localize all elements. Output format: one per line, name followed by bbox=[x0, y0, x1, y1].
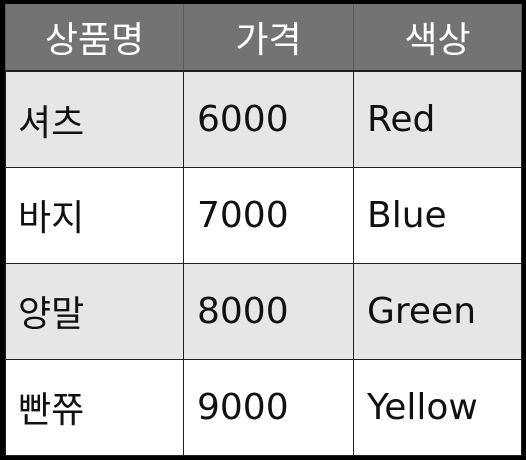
header-color: 색상 bbox=[353, 4, 522, 72]
header-product-name: 상품명 bbox=[5, 4, 184, 72]
table-row: 바지 7000 Blue bbox=[5, 167, 522, 264]
table-body: 셔츠 6000 Red 바지 7000 Blue 양말 8000 Green 빤… bbox=[5, 70, 522, 457]
cell-product-name: 빤쮸 bbox=[5, 358, 184, 457]
product-table: 상품명 가격 색상 셔츠 6000 Red 바지 7000 Blue 양말 80… bbox=[5, 4, 522, 457]
cell-price: 6000 bbox=[183, 70, 354, 168]
table-header: 상품명 가격 색상 bbox=[5, 4, 522, 72]
cell-color: Red bbox=[353, 70, 522, 168]
table-row: 양말 8000 Green bbox=[5, 262, 522, 360]
cell-price: 8000 bbox=[183, 262, 354, 360]
cell-product-name: 셔츠 bbox=[5, 70, 184, 168]
cell-product-name: 양말 bbox=[5, 262, 184, 360]
table-row: 빤쮸 9000 Yellow bbox=[5, 358, 522, 457]
cell-color: Yellow bbox=[353, 358, 522, 457]
cell-color: Blue bbox=[353, 167, 522, 264]
cell-price: 9000 bbox=[183, 358, 354, 457]
cell-price: 7000 bbox=[183, 167, 354, 264]
header-price: 가격 bbox=[183, 4, 354, 72]
header-row: 상품명 가격 색상 bbox=[5, 4, 522, 72]
cell-color: Green bbox=[353, 262, 522, 360]
cell-product-name: 바지 bbox=[5, 167, 184, 264]
table-row: 셔츠 6000 Red bbox=[5, 70, 522, 168]
